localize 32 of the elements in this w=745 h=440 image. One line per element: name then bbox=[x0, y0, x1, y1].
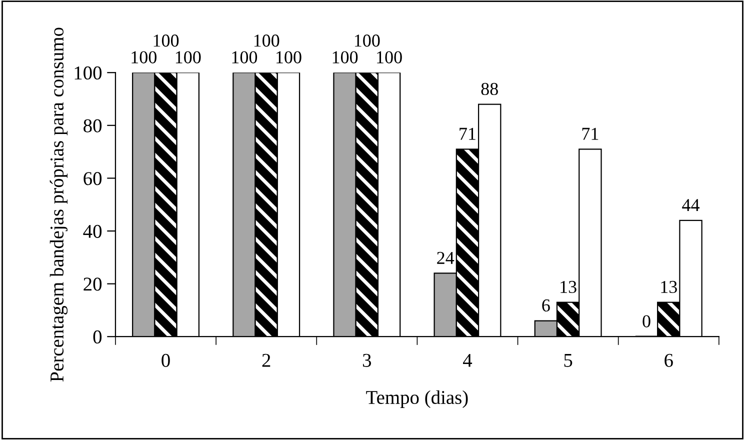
data-label: 100 bbox=[154, 34, 179, 47]
x-tick-label: 3 bbox=[362, 354, 372, 367]
y-tick-label: 40 bbox=[83, 224, 102, 238]
y-tick-label: 80 bbox=[84, 119, 102, 132]
y-tick-label: 100 bbox=[74, 66, 102, 80]
data-label: 24 bbox=[437, 252, 454, 264]
x-tick-label: 2 bbox=[262, 354, 270, 367]
y-tick-label: 60 bbox=[84, 172, 102, 186]
data-label: 44 bbox=[682, 199, 700, 212]
data-label: 100 bbox=[176, 51, 201, 64]
data-label: 0 bbox=[642, 315, 650, 328]
x-tick-label: 6 bbox=[664, 354, 673, 367]
y-axis-title: Percentagem bandejas próprias para consumo bbox=[50, 28, 68, 382]
data-label: 100 bbox=[254, 34, 280, 47]
x-tick-label: 5 bbox=[564, 354, 572, 367]
y-tick-label: 20 bbox=[84, 278, 102, 291]
data-label: 100 bbox=[232, 51, 258, 64]
data-label: 13 bbox=[661, 280, 677, 294]
x-tick-label: 0 bbox=[162, 354, 170, 367]
data-label: 100 bbox=[132, 51, 156, 64]
data-label: 88 bbox=[481, 82, 498, 96]
data-label: 100 bbox=[354, 34, 380, 47]
x-tick-label: 4 bbox=[463, 354, 472, 367]
data-label: 6 bbox=[542, 299, 550, 312]
data-label: 100 bbox=[377, 51, 402, 64]
data-label: 100 bbox=[332, 51, 358, 64]
data-label: 71 bbox=[460, 128, 476, 140]
data-label: 13 bbox=[560, 280, 576, 294]
x-axis-title: Tempo (dias) bbox=[366, 390, 468, 408]
y-tick-label: 0 bbox=[93, 330, 102, 344]
data-label: 71 bbox=[582, 128, 598, 140]
data-label: 100 bbox=[276, 51, 302, 64]
